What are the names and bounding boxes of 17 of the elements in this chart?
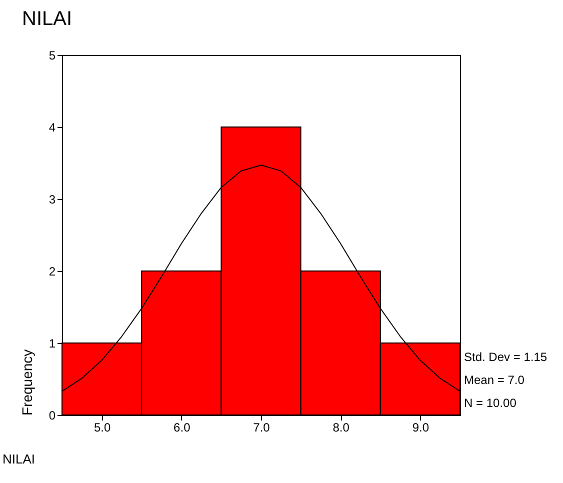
y-tick-label: 4 bbox=[48, 120, 56, 134]
y-tick-label: 1 bbox=[48, 336, 56, 350]
chart-title: NILAI bbox=[22, 8, 72, 30]
text: Mean = 7.0 bbox=[464, 373, 525, 387]
x-tick-label: 5.0 bbox=[94, 420, 111, 434]
x-tick-label: 8.0 bbox=[332, 420, 350, 434]
y-axis-title: Frequency bbox=[18, 349, 35, 416]
y-tick-label: 3 bbox=[48, 192, 56, 206]
text: N = 10.00 bbox=[464, 396, 517, 410]
y-tick-label: 2 bbox=[48, 264, 56, 278]
x-tick-label: 9.0 bbox=[412, 420, 430, 434]
y-tick-label: 0 bbox=[48, 408, 56, 422]
x-axis-title: NILAI bbox=[2, 452, 36, 466]
x-tick-label: 6.0 bbox=[174, 420, 191, 434]
y-tick-label: 5 bbox=[48, 48, 56, 62]
x-tick-label: 7.0 bbox=[253, 420, 270, 434]
text: Std. Dev = 1.15 bbox=[464, 350, 548, 364]
